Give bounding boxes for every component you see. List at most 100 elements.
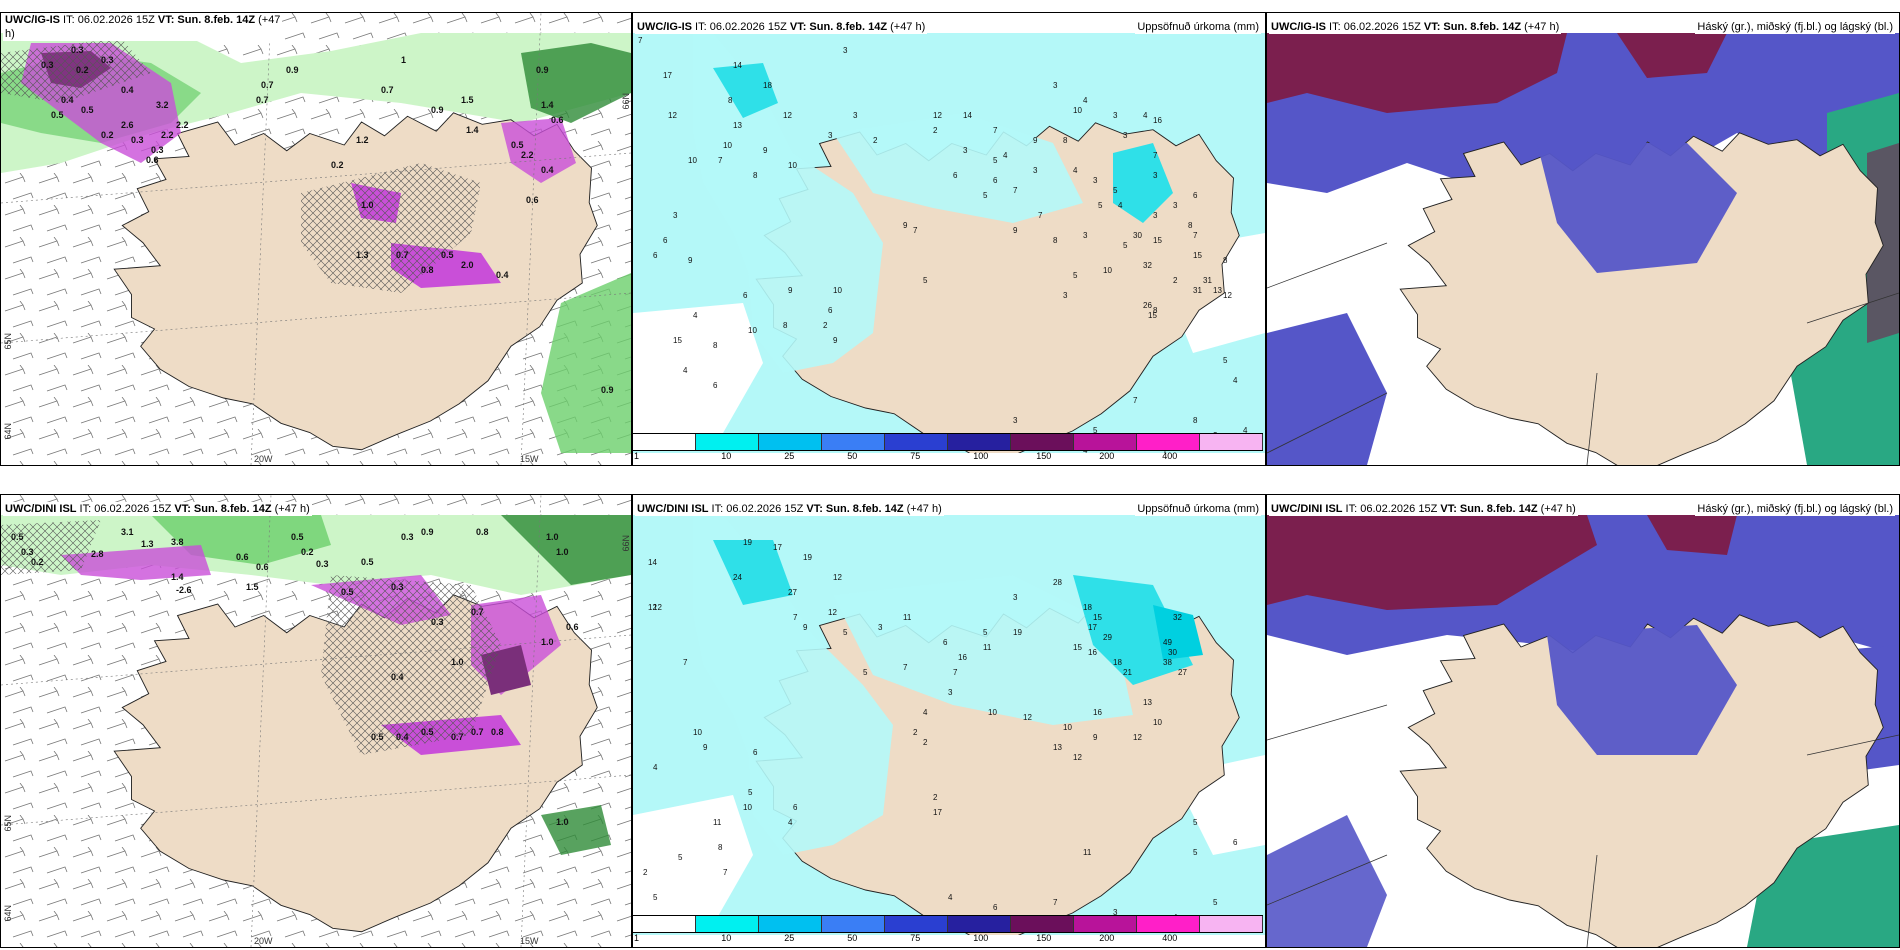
svg-text:1.3: 1.3 (356, 250, 369, 260)
precip-value-label: 10 (988, 708, 997, 717)
precip-value-label: 12 (1133, 733, 1142, 742)
precip-value-label: 32 (1173, 613, 1182, 622)
precip-value-label: 4 (788, 818, 793, 827)
svg-text:0.7: 0.7 (451, 732, 464, 742)
svg-text:0.4: 0.4 (396, 732, 409, 742)
lat-label: 66N (621, 535, 631, 552)
colorbar-segment (822, 434, 885, 450)
precip-value-label: 6 (793, 803, 798, 812)
svg-text:2.8: 2.8 (91, 549, 104, 559)
precip-value-label: 4 (1118, 201, 1123, 210)
precip-value-label: 7 (1153, 151, 1158, 160)
svg-text:0.7: 0.7 (396, 250, 409, 260)
cloud-cover-map (1267, 515, 1899, 947)
precip-value-label: 11 (713, 818, 722, 827)
colorbar-tick-label: 75 (910, 451, 921, 461)
precip-value-label: 8 (753, 171, 758, 180)
precip-value-label: 32 (1143, 261, 1152, 270)
precip-value-label: 30 (1133, 231, 1142, 240)
precip-value-label: 16 (1153, 116, 1162, 125)
precip-value-label: 15 (673, 336, 682, 345)
panel-bottom-left: UWC/DINI ISL IT: 06.02.2026 15Z VT: Sun.… (0, 494, 632, 948)
svg-text:0.3: 0.3 (316, 559, 329, 569)
precip-value-label: 7 (953, 668, 958, 677)
precip-value-label: 12 (1223, 291, 1232, 300)
precip-value-label: 5 (983, 191, 988, 200)
svg-text:0.6: 0.6 (566, 622, 579, 632)
svg-text:0.5: 0.5 (51, 110, 64, 120)
precip-value-label: 7 (1193, 231, 1198, 240)
precip-value-label: 7 (638, 36, 643, 45)
panel-title: UWC/DINI ISL IT: 06.02.2026 15Z VT: Sun.… (3, 502, 312, 516)
precip-value-label: 5 (1098, 201, 1103, 210)
svg-text:1.3: 1.3 (141, 539, 154, 549)
precip-value-label: 11 (983, 643, 992, 652)
precip-value-label: 13 (1213, 286, 1222, 295)
precip-value-label: 6 (1233, 838, 1238, 847)
colorbar-segment (885, 916, 948, 932)
precip-value-label: 10 (788, 161, 797, 170)
precip-value-label: 3 (843, 46, 848, 55)
svg-text:0.9: 0.9 (431, 105, 444, 115)
precip-value-label: 3 (1083, 231, 1088, 240)
svg-text:1.4: 1.4 (171, 572, 184, 582)
precip-value-label: 8 (1188, 221, 1193, 230)
colorbar-segment (633, 916, 696, 932)
svg-text:1.0: 1.0 (546, 532, 559, 542)
precip-value-label: 8 (783, 321, 788, 330)
svg-text:1.0: 1.0 (556, 547, 569, 557)
colorbar-tick-label: 400 (1162, 451, 1178, 461)
precip-value-label: 10 (743, 803, 752, 812)
svg-text:0.9: 0.9 (286, 65, 299, 75)
precip-value-label: 9 (688, 256, 693, 265)
svg-text:2.2: 2.2 (521, 150, 534, 160)
svg-text:3.8: 3.8 (171, 537, 184, 547)
precip-value-label: 4 (1243, 426, 1248, 435)
svg-text:1.4: 1.4 (466, 125, 479, 135)
svg-text:3.1: 3.1 (121, 527, 134, 537)
svg-text:0.6: 0.6 (551, 115, 564, 125)
precip-value-label: 15 (1153, 236, 1162, 245)
precip-value-label: 24 (733, 573, 742, 582)
precip-value-label: 10 (1153, 718, 1162, 727)
precip-value-label: 10 (833, 286, 842, 295)
precip-value-label: 5 (923, 276, 928, 285)
svg-text:0.3: 0.3 (131, 135, 144, 145)
lon-label: 15W (520, 936, 539, 946)
precip-value-label: 11 (1083, 848, 1092, 857)
precip-value-label: 10 (723, 141, 732, 150)
panel-title: UWC/DINI ISL IT: 06.02.2026 15Z VT: Sun.… (1269, 502, 1578, 516)
panel-title: UWC/IG-IS IT: 06.02.2026 15Z VT: Sun. 8.… (1269, 20, 1562, 34)
svg-text:0.8: 0.8 (476, 527, 489, 537)
precip-value-label: 4 (1233, 376, 1238, 385)
cloud-cover-map (1267, 33, 1899, 465)
precip-value-label: 4 (1073, 166, 1078, 175)
precip-value-label: 3 (1033, 166, 1038, 175)
svg-text:-2.6: -2.6 (176, 585, 192, 595)
colorbar-segment (1200, 434, 1263, 450)
precip-value-label: 14 (648, 558, 657, 567)
svg-text:1.0: 1.0 (556, 817, 569, 827)
precip-value-label: 10 (1063, 723, 1072, 732)
precip-value-label: 30 (1168, 648, 1177, 657)
svg-text:0.5: 0.5 (441, 250, 454, 260)
svg-text:0.8: 0.8 (491, 727, 504, 737)
svg-text:0.9: 0.9 (421, 527, 434, 537)
precip-value-label: 6 (993, 176, 998, 185)
svg-text:0.3: 0.3 (41, 60, 54, 70)
precip-value-label: 8 (1223, 256, 1228, 265)
precip-value-label: 26 (1143, 301, 1152, 310)
precip-value-label: 12 (1023, 713, 1032, 722)
precip-value-label: 4 (1083, 96, 1088, 105)
precip-value-label: 8 (718, 843, 723, 852)
colorbar-segment (696, 916, 759, 932)
precip-value-label: 7 (1053, 898, 1058, 907)
svg-text:0.4: 0.4 (391, 672, 404, 682)
precip-value-label: 3 (1123, 131, 1128, 140)
colorbar-segment (633, 434, 696, 450)
svg-text:1.0: 1.0 (451, 657, 464, 667)
panel-bottom-middle: UWC/DINI ISL IT: 06.02.2026 15Z VT: Sun.… (632, 494, 1266, 948)
colorbar-tick-label: 1 (634, 933, 640, 943)
precip-value-label: 3 (673, 211, 678, 220)
svg-text:1.0: 1.0 (541, 637, 554, 647)
